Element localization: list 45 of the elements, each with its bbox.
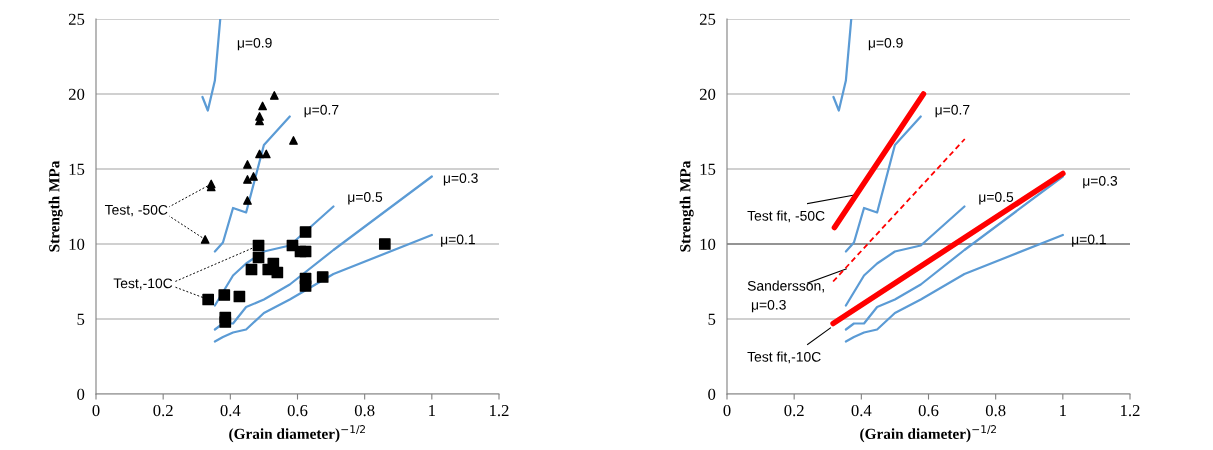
y-axis-title: Strength MPa — [48, 160, 63, 252]
text: Test, -50C — [104, 204, 168, 217]
text: Test fit,-10C — [747, 351, 821, 364]
x-tick-label: 1 — [1060, 404, 1066, 416]
y-tick-label: 10 — [700, 238, 716, 250]
x-tick-label: 0.6 — [287, 404, 308, 417]
y-tick-label: 0 — [708, 388, 716, 400]
y-tick-label: 10 — [69, 238, 85, 250]
x-tick-label: 0 — [723, 404, 731, 417]
series-label: μ=0.1 — [1072, 234, 1106, 247]
series-label: μ=0.7 — [935, 104, 970, 118]
x-tick-label: 0.4 — [220, 404, 241, 417]
y-tick-label: 0 — [77, 388, 85, 400]
series-label: μ=0.3 — [443, 173, 478, 186]
series-label: μ=0.1 — [441, 234, 475, 247]
x-axis-title: (Grain diameter)$^{−1/2}$ — [860, 425, 996, 443]
y-tick-label: 5 — [77, 313, 85, 325]
x-tick-label: 0.2 — [153, 404, 173, 417]
x-tick-label: 1.2 — [1121, 404, 1140, 417]
x-tick-label: 0.6 — [918, 404, 939, 417]
series-label: μ=0.9 — [237, 37, 272, 51]
y-tick-label: 25 — [68, 13, 85, 25]
y-tick-label: 20 — [699, 88, 716, 100]
legend-label: Test,-10C — [113, 278, 173, 290]
series-label: μ=0.5 — [979, 192, 1014, 205]
series-label: Test fit, -50C — [747, 210, 825, 223]
x-tick-label: 0.8 — [985, 404, 1006, 417]
x-tick-label: 0 — [92, 404, 100, 417]
x-tick-label: 0.8 — [354, 404, 375, 417]
y-tick-label: 15 — [69, 163, 85, 175]
series-label: μ=0.5 — [348, 192, 383, 205]
y-tick-label: 15 — [700, 163, 716, 175]
series-label: Sandersson, μ=0.3 — [747, 280, 824, 313]
x-tick-label: 1.2 — [490, 404, 509, 417]
y-tick-label: 5 — [708, 313, 716, 325]
x-tick-label: 1 — [429, 404, 435, 416]
y-tick-label: 25 — [699, 13, 716, 25]
series-label: μ=0.7 — [304, 104, 339, 118]
x-tick-label: 0.4 — [851, 404, 872, 417]
x-tick-label: 0.2 — [784, 404, 804, 417]
series-label: μ=0.3 — [1083, 175, 1118, 189]
y-tick-label: 20 — [68, 88, 85, 100]
series-label: μ=0.9 — [868, 37, 903, 51]
x-axis-title: (Grain diameter)$^{−1/2}$ — [229, 425, 365, 443]
y-axis-title: Strength MPa — [679, 160, 694, 252]
